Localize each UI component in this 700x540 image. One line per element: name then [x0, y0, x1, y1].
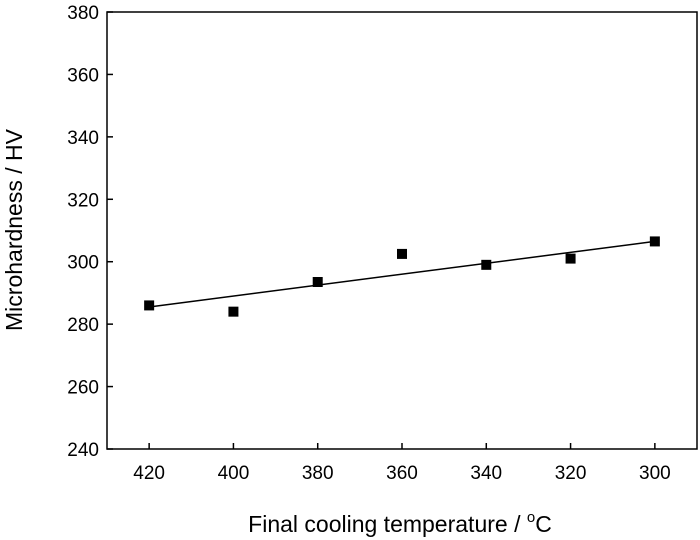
y-tick-label: 360	[67, 65, 99, 86]
y-axis-title: Microhardness / HV	[1, 128, 27, 331]
x-tick-label: 400	[218, 463, 250, 484]
data-point	[144, 300, 155, 311]
data-point	[565, 253, 576, 264]
y-tick-label: 240	[67, 440, 99, 461]
x-axis-title-degree: o	[527, 509, 535, 526]
data-point	[397, 248, 407, 259]
data-point	[649, 236, 660, 247]
x-tick-label: 340	[470, 463, 502, 484]
x-tick-label: 420	[133, 463, 165, 484]
x-tick-label: 320	[555, 463, 587, 484]
x-tick-label: 360	[386, 463, 418, 484]
y-tick-label: 260	[67, 378, 99, 399]
y-tick-label: 300	[67, 253, 99, 274]
x-tick-label: 380	[302, 463, 334, 484]
data-point	[481, 259, 492, 270]
data-points	[144, 236, 660, 317]
data-point	[228, 306, 239, 317]
plot-area	[106, 11, 698, 450]
x-axis-title-prefix: Final cooling temperature /	[248, 511, 527, 537]
data-point	[312, 277, 323, 288]
trend-line	[149, 240, 655, 308]
y-tick-label: 340	[67, 128, 99, 149]
x-tick-label: 300	[639, 463, 671, 484]
y-tick-label: 380	[67, 3, 99, 24]
x-axis-title-unit: C	[535, 511, 552, 537]
y-axis: 240 260 280 300 320 340 360 380	[67, 3, 113, 461]
x-axis: 420 400 380 360 340 320 300	[133, 443, 671, 484]
y-tick-label: 280	[67, 315, 99, 336]
y-tick-label: 320	[67, 190, 99, 211]
x-axis-title: Final cooling temperature / oC	[248, 509, 552, 537]
